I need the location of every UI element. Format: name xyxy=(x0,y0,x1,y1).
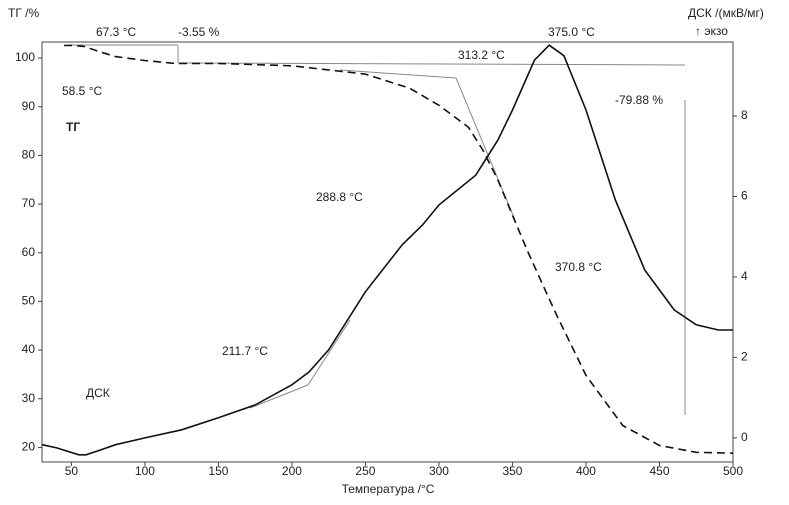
annotation: 67.3 °C xyxy=(96,25,136,39)
y-tick-label: 100 xyxy=(15,50,35,64)
annotation: 313.2 °C xyxy=(458,48,505,62)
y2-note: ↑ экзо xyxy=(695,24,728,38)
x-tick-label: 400 xyxy=(576,464,596,478)
series-line xyxy=(41,44,733,456)
annotation: 375.0 °C xyxy=(548,25,595,39)
series-label: ТГ xyxy=(66,120,80,134)
x-axis-title: Температура /°C xyxy=(342,482,435,496)
x-tick-label: 350 xyxy=(502,464,522,478)
y-tick-label: 70 xyxy=(22,196,36,210)
y2-tick-label: 2 xyxy=(741,350,748,364)
y2-tick-label: 8 xyxy=(741,108,748,122)
annotation: 58.5 °C xyxy=(62,84,102,98)
x-tick-label: 200 xyxy=(282,464,302,478)
annotation: 288.8 °C xyxy=(316,190,363,204)
series-line xyxy=(64,44,734,454)
construction-lines xyxy=(70,44,686,415)
x-tick-label: 150 xyxy=(208,464,228,478)
annotation: 370.8 °C xyxy=(555,260,602,274)
y2-tick-label: 0 xyxy=(741,430,748,444)
y2-tick-label: 6 xyxy=(741,189,748,203)
x-tick-label: 50 xyxy=(65,464,79,478)
x-tick-label: 100 xyxy=(135,464,155,478)
x-tick-label: 250 xyxy=(355,464,375,478)
series-label: ДСК xyxy=(86,386,110,400)
y-axis-title: ТГ /% xyxy=(8,6,39,20)
annotation: 211.7 °C xyxy=(222,344,268,358)
annotation: -3.55 % xyxy=(178,25,220,39)
x-tick-label: 300 xyxy=(429,464,449,478)
y-tick-label: 80 xyxy=(22,148,36,162)
y-tick-label: 30 xyxy=(22,391,36,405)
y-tick-label: 50 xyxy=(22,294,36,308)
x-tick-label: 450 xyxy=(649,464,669,478)
annotation: -79.88 % xyxy=(615,93,663,107)
x-tick-label: 500 xyxy=(723,464,743,478)
y-tick-label: 40 xyxy=(22,342,36,356)
y-tick-label: 90 xyxy=(22,99,36,113)
y2-tick-label: 4 xyxy=(741,269,748,283)
y-tick-label: 20 xyxy=(22,440,36,454)
plot-frame xyxy=(41,41,734,463)
y-tick-label: 60 xyxy=(22,245,36,259)
y2-axis-title: ДСК /(мкВ/мг) xyxy=(688,6,764,20)
